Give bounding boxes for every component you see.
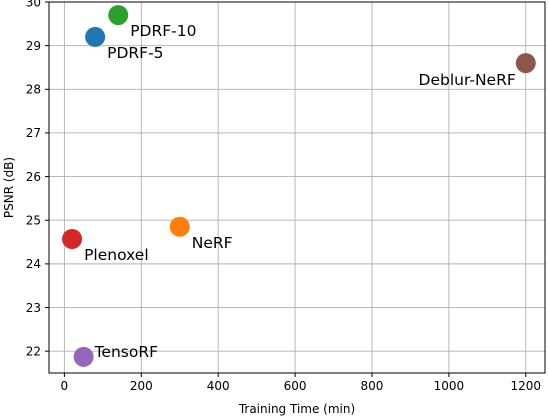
scatter-point bbox=[515, 53, 536, 74]
x-tick-label: 0 bbox=[61, 379, 69, 393]
point-label: TensoRF bbox=[94, 343, 159, 361]
y-tick-label: 28 bbox=[26, 83, 41, 97]
x-tick-label: 600 bbox=[284, 379, 307, 393]
x-axis-label: Training Time (min) bbox=[238, 402, 355, 416]
y-tick-label: 29 bbox=[26, 39, 41, 53]
point-label: PDRF-5 bbox=[107, 44, 163, 62]
y-tick-label: 27 bbox=[26, 126, 41, 140]
y-tick-label: 26 bbox=[26, 170, 41, 184]
x-tick-label: 1000 bbox=[434, 379, 465, 393]
grid bbox=[49, 1, 545, 373]
scatter-point bbox=[108, 5, 129, 26]
y-tick-label: 25 bbox=[26, 214, 41, 228]
scatter-point bbox=[62, 229, 83, 250]
point-label: Deblur-NeRF bbox=[419, 71, 516, 89]
scatter-point bbox=[85, 26, 106, 47]
scatter-point bbox=[73, 346, 94, 367]
y-tick-label: 24 bbox=[26, 257, 41, 271]
plot-frame bbox=[48, 1, 546, 374]
axis-ticks: 0 200 400 600 800 1000 1200 22 23 24 25 26 27 28 29 30 bbox=[26, 0, 541, 393]
point-labels: PDRF-10 PDRF-5 Deblur-NeRF NeRF Plenoxel Tens… bbox=[84, 22, 516, 361]
data-points bbox=[62, 5, 536, 367]
x-tick-label: 400 bbox=[207, 379, 230, 393]
point-label: PDRF-10 bbox=[130, 22, 196, 40]
y-tick-label: 22 bbox=[26, 344, 41, 358]
scatter-point bbox=[169, 216, 190, 237]
x-tick-label: 200 bbox=[130, 379, 153, 393]
y-tick-label: 23 bbox=[26, 301, 41, 315]
point-label: NeRF bbox=[192, 234, 233, 252]
y-axis-label: PSNR (dB) bbox=[2, 157, 16, 218]
y-tick-label: 30 bbox=[26, 0, 41, 9]
x-tick-label: 1200 bbox=[511, 379, 542, 393]
point-label: Plenoxel bbox=[84, 246, 149, 264]
x-tick-label: 800 bbox=[361, 379, 384, 393]
